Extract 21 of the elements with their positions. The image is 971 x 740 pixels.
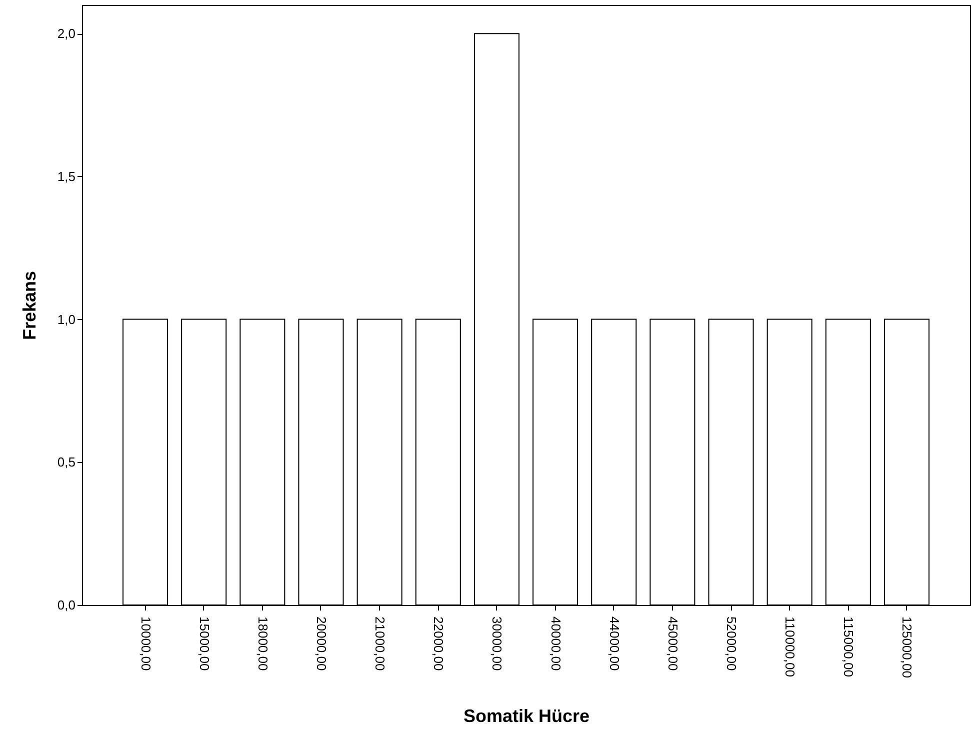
x-tick-label: 20000,00 [314,616,329,671]
y-tick-label: 1,5 [57,168,76,184]
x-axis-title: Somatik Hücre [463,706,590,726]
y-tick-label: 2,0 [57,26,76,42]
x-tick-label: 40000,00 [548,616,564,671]
x-tick-label: 15000,00 [196,616,212,671]
y-tick-label: 0,5 [57,454,76,470]
x-tick-label: 45000,00 [665,616,680,671]
x-tick-label: 44000,00 [606,616,622,671]
x-tick-label: 18000,00 [255,616,270,671]
x-tick-label: 125000,00 [900,616,915,678]
y-axis-title: Frekans [19,270,40,340]
x-tick-label: 30000,00 [490,616,505,671]
y-tick-label: 0,0 [57,598,76,612]
x-tick-label: 10000,00 [138,616,154,671]
x-tick-label: 22000,00 [431,616,446,671]
x-tick-label: 110000,00 [782,616,798,677]
y-tick-label: 1,0 [57,312,76,327]
x-tick-label: 21000,00 [372,616,388,671]
x-tick-label: 115000,00 [841,616,856,677]
x-tick-label: 52000,00 [724,616,740,671]
